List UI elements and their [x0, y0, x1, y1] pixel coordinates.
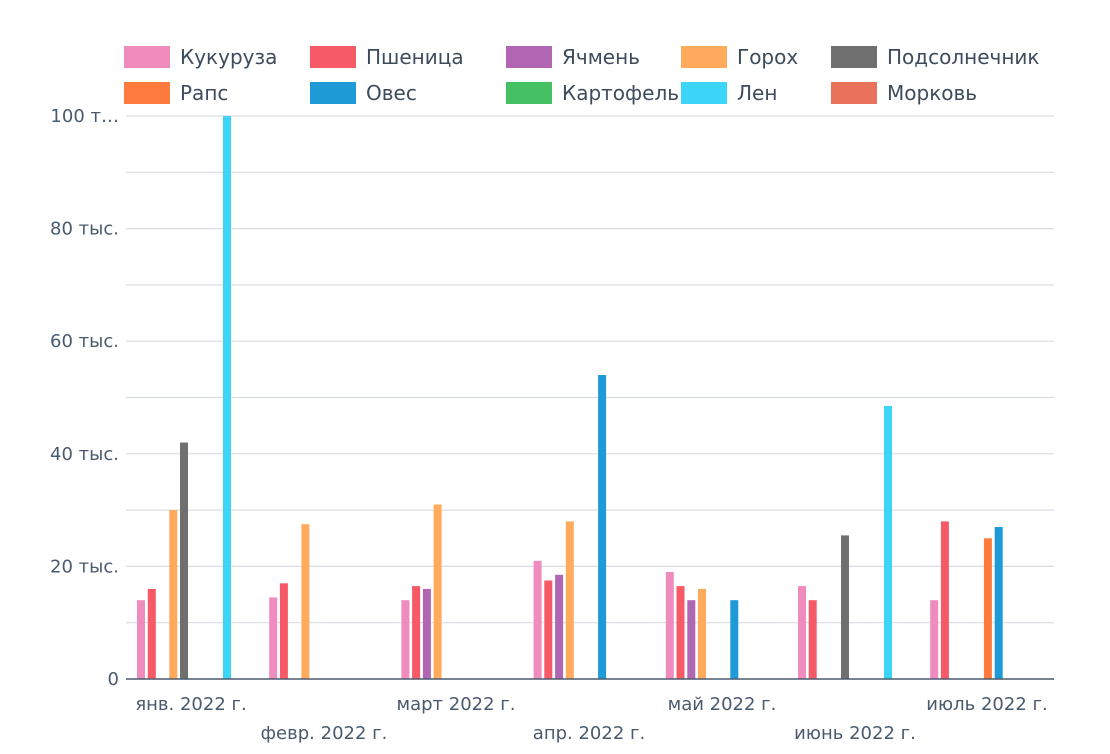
legend-swatch — [681, 46, 727, 68]
bar-пшеница-2[interactable] — [412, 586, 421, 679]
legend-item-0[interactable]: Кукуруза — [124, 45, 277, 69]
legend-item-9[interactable]: Морковь — [831, 81, 977, 105]
x-tick-label: апр. 2022 г. — [533, 723, 645, 744]
x-tick-label: февр. 2022 г. — [261, 723, 388, 744]
legend-label: Кукуруза — [180, 45, 277, 69]
y-tick-label: 60 тыс. — [50, 331, 119, 352]
bar-пшеница-5[interactable] — [808, 600, 817, 679]
legend-label: Ячмень — [562, 45, 640, 69]
x-tick-label: янв. 2022 г. — [135, 694, 246, 715]
legend-swatch — [506, 46, 552, 68]
legend-label: Картофель — [562, 81, 679, 105]
legend-item-7[interactable]: Картофель — [506, 81, 679, 105]
bar-горох-4[interactable] — [698, 588, 706, 679]
legend-label: Рапс — [180, 81, 228, 105]
bar-кукуруза-1[interactable] — [269, 597, 278, 679]
legend-swatch — [124, 46, 170, 68]
x-axis: янв. 2022 г. февр. 2022 г. март 2022 г. апр… — [126, 678, 1054, 744]
x-tick-label: июль 2022 г. — [926, 694, 1047, 715]
legend-label: Подсолнечник — [887, 45, 1039, 69]
chart-legend: Кукуруза Пшеница Ячмень Горох Подсолнечник Ра… — [124, 45, 1039, 105]
legend-swatch — [831, 46, 877, 68]
bar-горох-1[interactable] — [301, 524, 310, 679]
legend-label: Горох — [737, 45, 798, 69]
legend-item-8[interactable]: Лен — [681, 81, 777, 105]
legend-label: Овес — [366, 81, 417, 105]
legend-swatch — [681, 82, 727, 104]
chart-grid — [126, 115, 1054, 624]
legend-item-1[interactable]: Пшеница — [310, 45, 464, 69]
bar-пшеница-6[interactable] — [940, 521, 949, 679]
y-tick-label: 20 тыс. — [50, 556, 119, 577]
bar-ячмень-3[interactable] — [555, 574, 564, 679]
bar-подсолнечник-0[interactable] — [180, 442, 188, 680]
bar-овес-4[interactable] — [730, 600, 739, 679]
bar-лен-5[interactable] — [884, 405, 892, 679]
bar-рапс-6[interactable] — [983, 538, 992, 680]
legend-swatch — [310, 46, 356, 68]
legend-swatch — [506, 82, 552, 104]
y-tick-label: 80 тыс. — [50, 219, 119, 240]
chart-bars — [137, 116, 1003, 680]
legend-item-5[interactable]: Рапс — [124, 81, 228, 105]
legend-item-3[interactable]: Горох — [681, 45, 798, 69]
bar-кукуруза-4[interactable] — [665, 572, 674, 679]
bar-пшеница-4[interactable] — [676, 586, 685, 679]
x-tick-label: март 2022 г. — [397, 694, 516, 715]
bar-кукуруза-6[interactable] — [930, 600, 939, 679]
legend-item-6[interactable]: Овес — [310, 81, 417, 105]
bar-ячмень-2[interactable] — [422, 588, 431, 679]
bar-овес-6[interactable] — [994, 527, 1003, 679]
bar-горох-0[interactable] — [169, 510, 178, 679]
x-tick-label: июнь 2022 г. — [794, 723, 916, 744]
legend-label: Морковь — [887, 81, 977, 105]
y-axis: 0 20 тыс. 40 тыс. 60 тыс. 80 тыс. 100 т… — [50, 106, 119, 690]
bar-горох-3[interactable] — [565, 521, 574, 679]
legend-item-2[interactable]: Ячмень — [506, 45, 640, 69]
y-tick-label: 0 — [108, 669, 119, 690]
y-tick-label: 40 тыс. — [50, 444, 119, 465]
bar-пшеница-1[interactable] — [279, 583, 288, 679]
bar-кукуруза-2[interactable] — [401, 600, 410, 679]
legend-label: Лен — [737, 81, 777, 105]
bar-лен-0[interactable] — [223, 116, 231, 679]
bar-пшеница-3[interactable] — [544, 580, 553, 680]
x-tick-label: май 2022 г. — [668, 694, 777, 715]
bar-горох-2[interactable] — [433, 504, 442, 680]
legend-swatch — [310, 82, 356, 104]
legend-label: Пшеница — [366, 45, 464, 69]
legend-swatch — [124, 82, 170, 104]
bar-кукуруза-3[interactable] — [533, 560, 542, 679]
legend-item-4[interactable]: Подсолнечник — [831, 45, 1039, 69]
y-tick-label: 100 т… — [50, 106, 119, 127]
bar-овес-3[interactable] — [598, 375, 607, 679]
bar-пшеница-0[interactable] — [147, 588, 156, 679]
bar-подсолнечник-5[interactable] — [841, 535, 849, 679]
bar-кукуруза-0[interactable] — [137, 600, 145, 679]
legend-swatch — [831, 82, 877, 104]
bar-кукуруза-5[interactable] — [798, 586, 806, 679]
bar-ячмень-4[interactable] — [687, 600, 696, 679]
